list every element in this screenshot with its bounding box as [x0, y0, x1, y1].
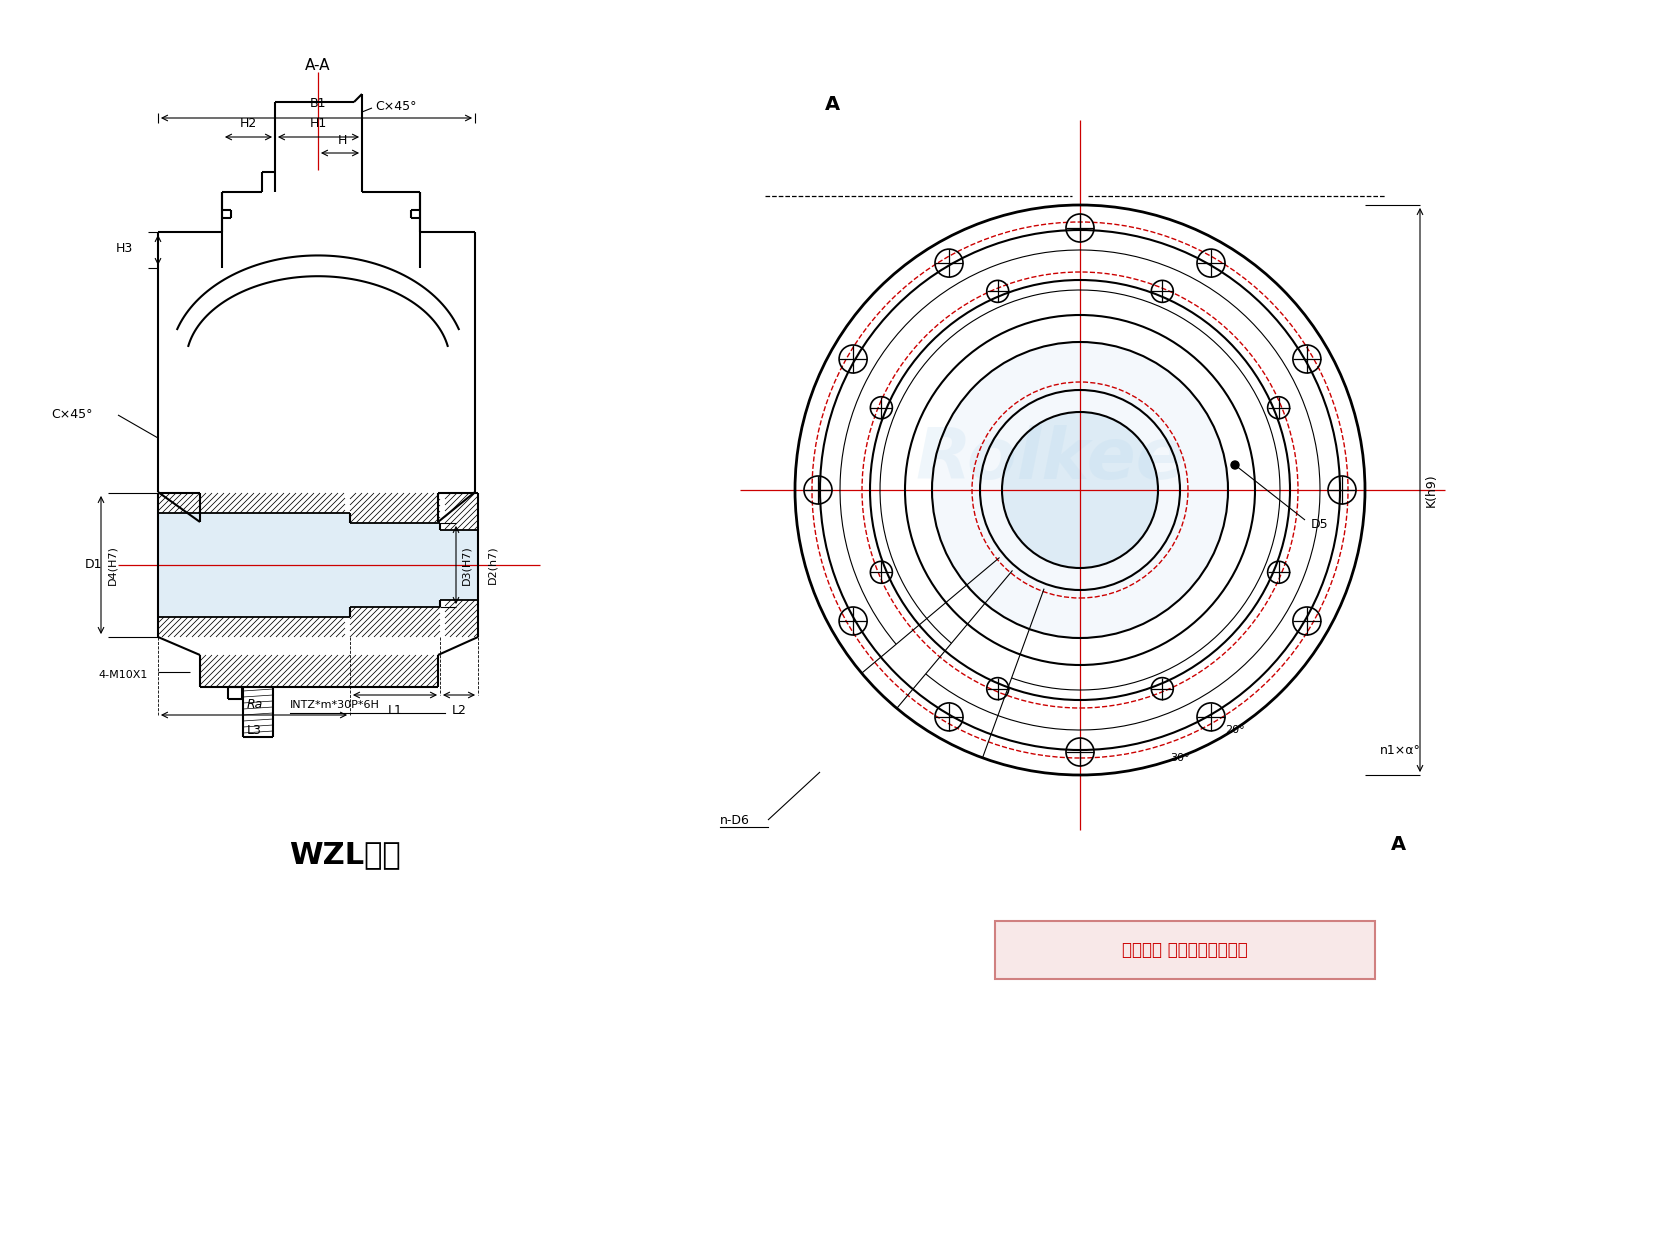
Circle shape [932, 341, 1228, 638]
Text: D5: D5 [1310, 519, 1329, 532]
Text: Rolkee: Rolkee [916, 426, 1184, 494]
Circle shape [1001, 412, 1158, 568]
Text: n1×α°: n1×α° [1379, 743, 1421, 756]
Text: D2(h7): D2(h7) [487, 546, 497, 585]
Text: 版权所有 侵权必被严厉追究: 版权所有 侵权必被严厉追究 [1122, 941, 1248, 959]
Text: H3: H3 [116, 242, 133, 255]
Text: D1: D1 [84, 558, 102, 572]
Text: WZL系列: WZL系列 [289, 840, 402, 869]
Text: H1: H1 [309, 117, 328, 130]
Text: 20°: 20° [1225, 724, 1245, 735]
Text: C×45°: C×45° [52, 408, 92, 422]
Text: n-D6: n-D6 [721, 814, 749, 827]
Text: B1: B1 [309, 97, 326, 110]
Text: INTZ*m*30P*6H: INTZ*m*30P*6H [291, 701, 380, 709]
Text: L1: L1 [388, 704, 403, 717]
Text: H2: H2 [240, 117, 257, 130]
Text: 30°: 30° [1171, 753, 1189, 764]
Text: C×45°: C×45° [375, 101, 417, 113]
Polygon shape [158, 513, 479, 617]
Text: D4(H7): D4(H7) [108, 546, 118, 585]
Text: K(h9): K(h9) [1425, 474, 1438, 507]
Text: Ra: Ra [247, 698, 264, 712]
Text: A-A: A-A [306, 58, 331, 73]
Text: D3(H7): D3(H7) [460, 546, 470, 585]
Bar [995, 921, 1374, 979]
Text: 4-M10X1: 4-M10X1 [99, 670, 148, 680]
Text: L2: L2 [452, 704, 467, 717]
Text: A: A [825, 96, 840, 115]
Circle shape [1231, 461, 1240, 469]
Text: H: H [338, 134, 346, 147]
Text: A: A [1391, 835, 1406, 854]
Text: L3: L3 [247, 724, 262, 737]
